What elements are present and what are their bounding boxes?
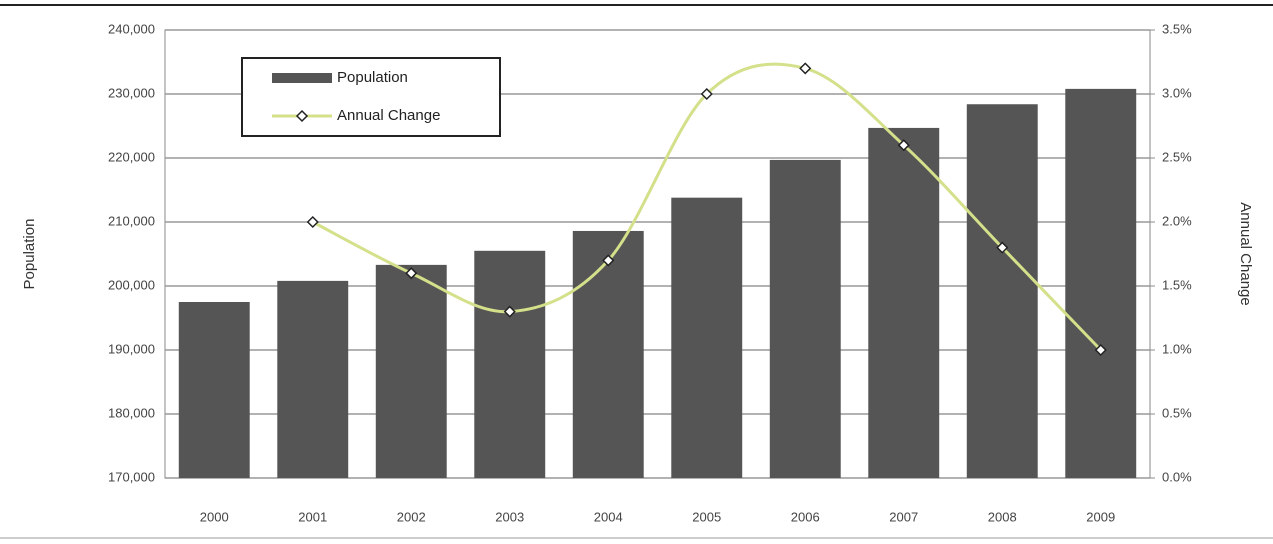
marker: [799, 62, 812, 75]
bar: [769, 159, 841, 479]
x-tick-label: 2004: [594, 509, 623, 524]
bar: [966, 104, 1038, 479]
x-tick-label: 2003: [495, 509, 524, 524]
legend-label: Annual Change: [337, 107, 440, 124]
bar: [868, 127, 940, 479]
marker: [405, 267, 418, 280]
x-tick-label: 2009: [1086, 509, 1115, 524]
bar: [178, 302, 250, 478]
marker: [602, 254, 615, 267]
bar: [572, 230, 644, 478]
y-axis-title: Population: [21, 219, 38, 290]
marker: [503, 305, 516, 318]
bar: [375, 264, 447, 478]
y-tick-label: 200,000: [108, 277, 155, 292]
y-tick-label: 180,000: [108, 405, 155, 420]
x-tick-label: 2002: [397, 509, 426, 524]
legend-box: [241, 57, 501, 137]
bar: [671, 197, 743, 478]
y2-tick-label: 1.5%: [1162, 277, 1192, 292]
legend-marker: [295, 109, 309, 123]
y2-tick-label: 2.5%: [1162, 149, 1192, 164]
x-tick-label: 2000: [200, 509, 229, 524]
y2-axis-title: Annual Change: [1237, 202, 1254, 305]
x-tick-label: 2007: [889, 509, 918, 524]
y-tick-label: 210,000: [108, 213, 155, 228]
y-tick-label: 230,000: [108, 85, 155, 100]
bar: [277, 280, 349, 478]
marker: [700, 87, 713, 101]
x-tick-label: 2006: [791, 509, 820, 524]
x-tick-label: 2008: [988, 509, 1017, 524]
marker: [996, 241, 1009, 254]
y2-tick-label: 3.0%: [1162, 85, 1192, 100]
y2-tick-label: 0.5%: [1162, 405, 1192, 420]
y2-tick-label: 2.0%: [1162, 213, 1192, 228]
y-tick-label: 170,000: [108, 469, 155, 484]
marker: [897, 139, 910, 152]
bar: [1065, 88, 1137, 478]
marker: [1094, 343, 1107, 357]
y-tick-label: 220,000: [108, 149, 155, 164]
y2-tick-label: 0.0%: [1162, 469, 1192, 484]
y-tick-label: 240,000: [108, 21, 155, 36]
y2-tick-label: 3.5%: [1162, 21, 1192, 36]
y2-tick-label: 1.0%: [1162, 341, 1192, 356]
x-tick-label: 2005: [692, 509, 721, 524]
x-tick-label: 2001: [298, 509, 327, 524]
legend-swatch: [272, 73, 332, 83]
legend-label: Population: [337, 69, 408, 86]
y-tick-label: 190,000: [108, 341, 155, 356]
bar: [474, 250, 546, 478]
marker: [306, 215, 319, 229]
